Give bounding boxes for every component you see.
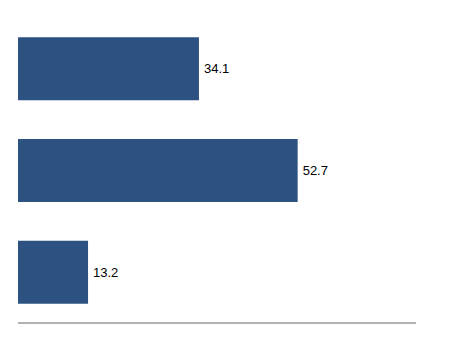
svg-text:13.2: 13.2: [93, 265, 118, 280]
svg-text:52.7: 52.7: [303, 163, 328, 178]
svg-text:34.1: 34.1: [204, 61, 229, 76]
